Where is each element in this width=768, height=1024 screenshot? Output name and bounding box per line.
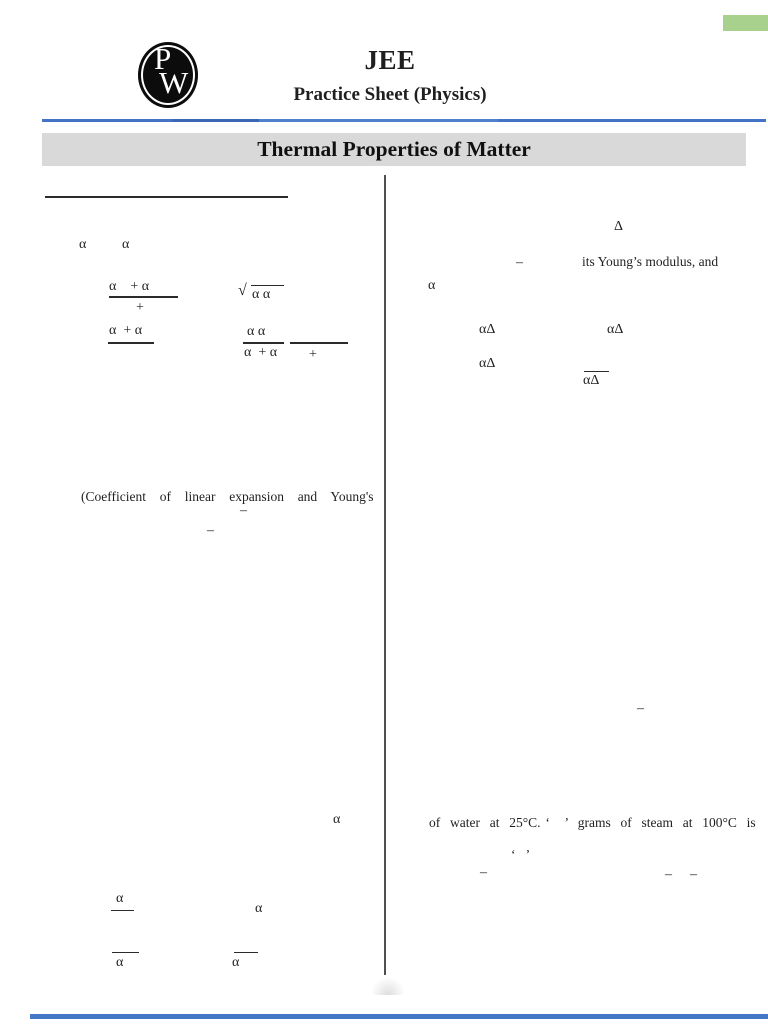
rule-line xyxy=(112,952,139,954)
rule-line xyxy=(234,952,258,954)
text-fragment: – xyxy=(637,701,644,716)
text-fragment: + xyxy=(136,300,144,315)
text-fragment: αΔ xyxy=(479,322,496,337)
column-divider xyxy=(384,175,386,975)
text-fragment: α + α xyxy=(244,345,278,360)
text-fragment: √ xyxy=(238,282,247,299)
text-fragment: αΔ xyxy=(479,356,496,371)
text-fragment: (Coefficient of linear expansion and You… xyxy=(81,489,374,504)
logo-letter-p: P xyxy=(154,41,172,76)
rule-line xyxy=(251,285,284,287)
corner-accent-bar xyxy=(723,15,768,31)
text-fragment: – xyxy=(240,503,247,518)
text-fragment: α xyxy=(232,955,240,970)
header-rule xyxy=(42,119,766,122)
text-fragment: α xyxy=(116,955,124,970)
rule-line xyxy=(109,296,178,298)
text-fragment: α xyxy=(79,237,87,252)
text-fragment: – xyxy=(690,867,697,882)
text-fragment: α + α xyxy=(109,279,150,294)
chapter-banner: Thermal Properties of Matter xyxy=(42,133,746,166)
rule-line xyxy=(108,342,154,344)
bottom-rule xyxy=(30,1014,768,1019)
rule-line xyxy=(584,371,609,373)
text-fragment: α + α xyxy=(109,323,143,338)
page-subtitle: Practice Sheet (Physics) xyxy=(293,84,487,105)
text-fragment: its Young’s modulus, and xyxy=(582,254,719,269)
text-fragment: αΔ xyxy=(607,322,624,337)
watermark-ghost xyxy=(371,977,405,995)
text-fragment: – xyxy=(665,867,672,882)
text-fragment: α α xyxy=(252,287,271,302)
chapter-title: Thermal Properties of Matter xyxy=(257,137,531,161)
text-fragment: Δ xyxy=(614,219,624,234)
text-fragment: α α xyxy=(247,324,266,339)
text-fragment: α xyxy=(428,278,436,293)
text-fragment: α xyxy=(116,891,124,906)
page-title: JEE xyxy=(364,45,416,75)
text-fragment: – xyxy=(207,523,214,538)
pw-logo: P W xyxy=(138,42,198,108)
text-fragment: of water at 25°C. ‘ ’ grams of steam at … xyxy=(429,815,756,830)
rule-line xyxy=(290,342,348,344)
rule-line xyxy=(243,342,284,344)
text-fragment: α xyxy=(255,901,263,916)
text-fragment: – xyxy=(480,865,487,880)
text-fragment: α xyxy=(333,812,341,827)
text-fragment: αΔ xyxy=(583,373,600,388)
text-fragment: + xyxy=(309,347,317,362)
logo-letter-w: W xyxy=(159,65,189,100)
rule-line xyxy=(45,196,288,198)
logo-ring xyxy=(141,45,195,105)
text-fragment: ‘ ’ xyxy=(511,847,531,862)
text-fragment: – xyxy=(516,255,523,270)
rule-line xyxy=(111,910,134,912)
text-fragment: α xyxy=(122,237,130,252)
